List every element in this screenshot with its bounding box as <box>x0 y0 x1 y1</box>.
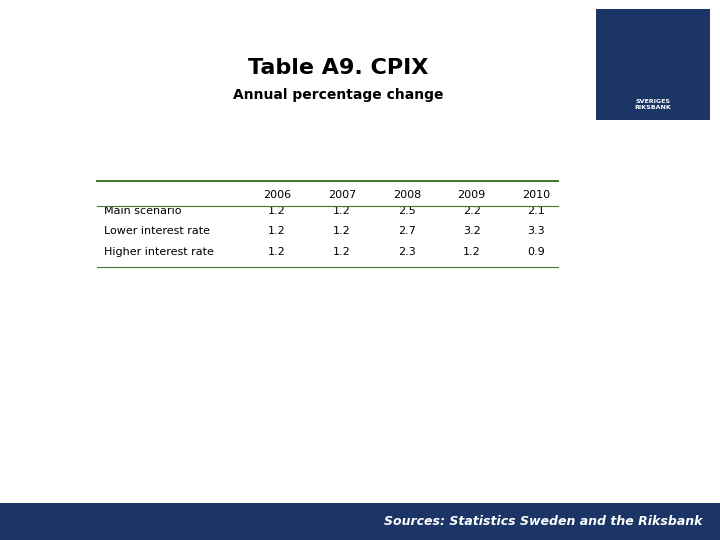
Text: 1.2: 1.2 <box>463 247 480 256</box>
Text: 0.9: 0.9 <box>528 247 545 256</box>
Text: 1.2: 1.2 <box>269 206 286 215</box>
Text: 3.3: 3.3 <box>528 226 545 236</box>
Text: Higher interest rate: Higher interest rate <box>104 247 215 256</box>
Text: 1.2: 1.2 <box>269 226 286 236</box>
Text: 1.2: 1.2 <box>333 206 351 215</box>
Text: 2010: 2010 <box>522 191 551 200</box>
Text: 1.2: 1.2 <box>333 226 351 236</box>
Text: 2.1: 2.1 <box>528 206 545 215</box>
Text: 2.2: 2.2 <box>463 206 480 215</box>
Text: 1.2: 1.2 <box>333 247 351 256</box>
Text: 2006: 2006 <box>263 191 292 200</box>
Text: SVERIGES
RIKSBANK: SVERIGES RIKSBANK <box>634 99 672 110</box>
Text: Sources: Statistics Sweden and the Riksbank: Sources: Statistics Sweden and the Riksb… <box>384 515 702 528</box>
Text: 2009: 2009 <box>457 191 486 200</box>
Text: Lower interest rate: Lower interest rate <box>104 226 210 236</box>
Text: Annual percentage change: Annual percentage change <box>233 87 444 102</box>
Text: 2.3: 2.3 <box>398 247 415 256</box>
Text: 2007: 2007 <box>328 191 356 200</box>
Text: 2.7: 2.7 <box>398 226 415 236</box>
Text: 2.5: 2.5 <box>398 206 415 215</box>
Text: Main scenario: Main scenario <box>104 206 182 215</box>
Text: 2008: 2008 <box>392 191 421 200</box>
Text: 3.2: 3.2 <box>463 226 480 236</box>
Text: 1.2: 1.2 <box>269 247 286 256</box>
Text: Table A9. CPIX: Table A9. CPIX <box>248 57 428 78</box>
